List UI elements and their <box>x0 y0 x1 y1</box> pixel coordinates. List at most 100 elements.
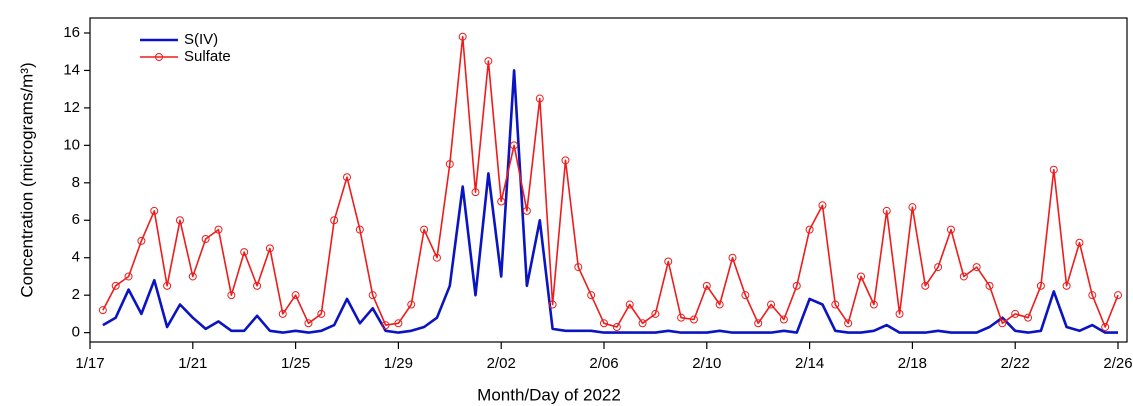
x-tick-label: 2/22 <box>1001 355 1030 372</box>
x-tick-label: 2/18 <box>898 355 927 372</box>
marker <box>163 281 172 290</box>
marker <box>1062 281 1071 290</box>
y-tick-label: 0 <box>72 324 80 341</box>
marker <box>420 225 429 234</box>
marker <box>946 225 955 234</box>
marker <box>111 281 120 290</box>
marker <box>792 281 801 290</box>
marker <box>921 281 930 290</box>
marker <box>535 94 544 103</box>
marker <box>445 160 454 169</box>
marker <box>972 263 981 272</box>
x-tick-label: 2/10 <box>692 355 721 372</box>
marker <box>548 300 557 309</box>
y-tick-label: 8 <box>72 174 80 191</box>
x-axis-label: Month/Day of 2022 <box>477 385 621 404</box>
marker <box>689 315 698 324</box>
x-tick-label: 1/29 <box>384 355 413 372</box>
marker <box>214 225 223 234</box>
y-tick-label: 16 <box>63 24 80 41</box>
marker <box>265 244 274 253</box>
marker <box>510 141 519 150</box>
marker <box>561 156 570 165</box>
marker <box>1088 291 1097 300</box>
y-axis-label: Concentration (micrograms/m³) <box>17 62 36 297</box>
plot-frame <box>89 17 1128 343</box>
marker <box>934 263 943 272</box>
marker <box>458 32 467 41</box>
y-tick-label: 4 <box>72 249 80 266</box>
series-line <box>102 69 1118 334</box>
marker <box>895 309 904 318</box>
marker <box>188 272 197 281</box>
marker <box>805 225 814 234</box>
marker <box>959 272 968 281</box>
marker <box>330 216 339 225</box>
y-tick-label: 14 <box>63 61 80 78</box>
marker <box>741 291 750 300</box>
marker <box>612 323 621 332</box>
marker <box>844 319 853 328</box>
marker <box>497 197 506 206</box>
marker <box>728 253 737 262</box>
marker <box>677 313 686 322</box>
marker <box>394 319 403 328</box>
marker <box>638 319 647 328</box>
plot-area <box>98 32 1123 334</box>
marker <box>227 291 236 300</box>
x-tick-label: 2/02 <box>487 355 516 372</box>
marker <box>1036 281 1045 290</box>
marker <box>343 173 352 182</box>
marker <box>432 253 441 262</box>
marker <box>175 216 184 225</box>
marker <box>625 300 634 309</box>
marker <box>1101 323 1110 332</box>
y-tick-label: 12 <box>63 99 80 116</box>
x-tick-label: 2/06 <box>589 355 618 372</box>
marker <box>1024 313 1033 322</box>
marker <box>240 248 249 257</box>
marker <box>368 291 377 300</box>
y-tick-label: 10 <box>63 136 80 153</box>
marker <box>767 300 776 309</box>
marker <box>831 300 840 309</box>
marker <box>355 225 364 234</box>
x-tick-label: 2/14 <box>795 355 824 372</box>
marker <box>908 203 917 212</box>
y-tick-label: 6 <box>72 211 80 228</box>
marker <box>381 321 390 330</box>
marker <box>779 315 788 324</box>
marker <box>278 309 287 318</box>
legend-marker <box>155 53 163 61</box>
marker <box>1011 309 1020 318</box>
marker <box>587 291 596 300</box>
marker <box>317 309 326 318</box>
marker <box>522 206 531 215</box>
y-tick-label: 2 <box>72 286 80 303</box>
marker <box>882 206 891 215</box>
marker <box>253 281 262 290</box>
marker <box>664 257 673 266</box>
marker <box>857 272 866 281</box>
marker <box>574 263 583 272</box>
marker <box>1075 238 1084 247</box>
marker <box>1114 291 1123 300</box>
marker <box>484 57 493 66</box>
marker <box>715 300 724 309</box>
marker <box>98 306 107 315</box>
marker <box>869 300 878 309</box>
marker <box>304 319 313 328</box>
legend-label: Sulfate <box>184 48 231 65</box>
legend-label: S(IV) <box>184 31 218 48</box>
marker <box>600 319 609 328</box>
marker <box>201 234 210 243</box>
series-line <box>102 35 1119 328</box>
marker <box>471 188 480 197</box>
marker <box>124 272 133 281</box>
x-tick-label: 1/17 <box>75 355 104 372</box>
x-tick-label: 1/25 <box>281 355 310 372</box>
marker <box>137 236 146 245</box>
marker <box>702 281 711 290</box>
